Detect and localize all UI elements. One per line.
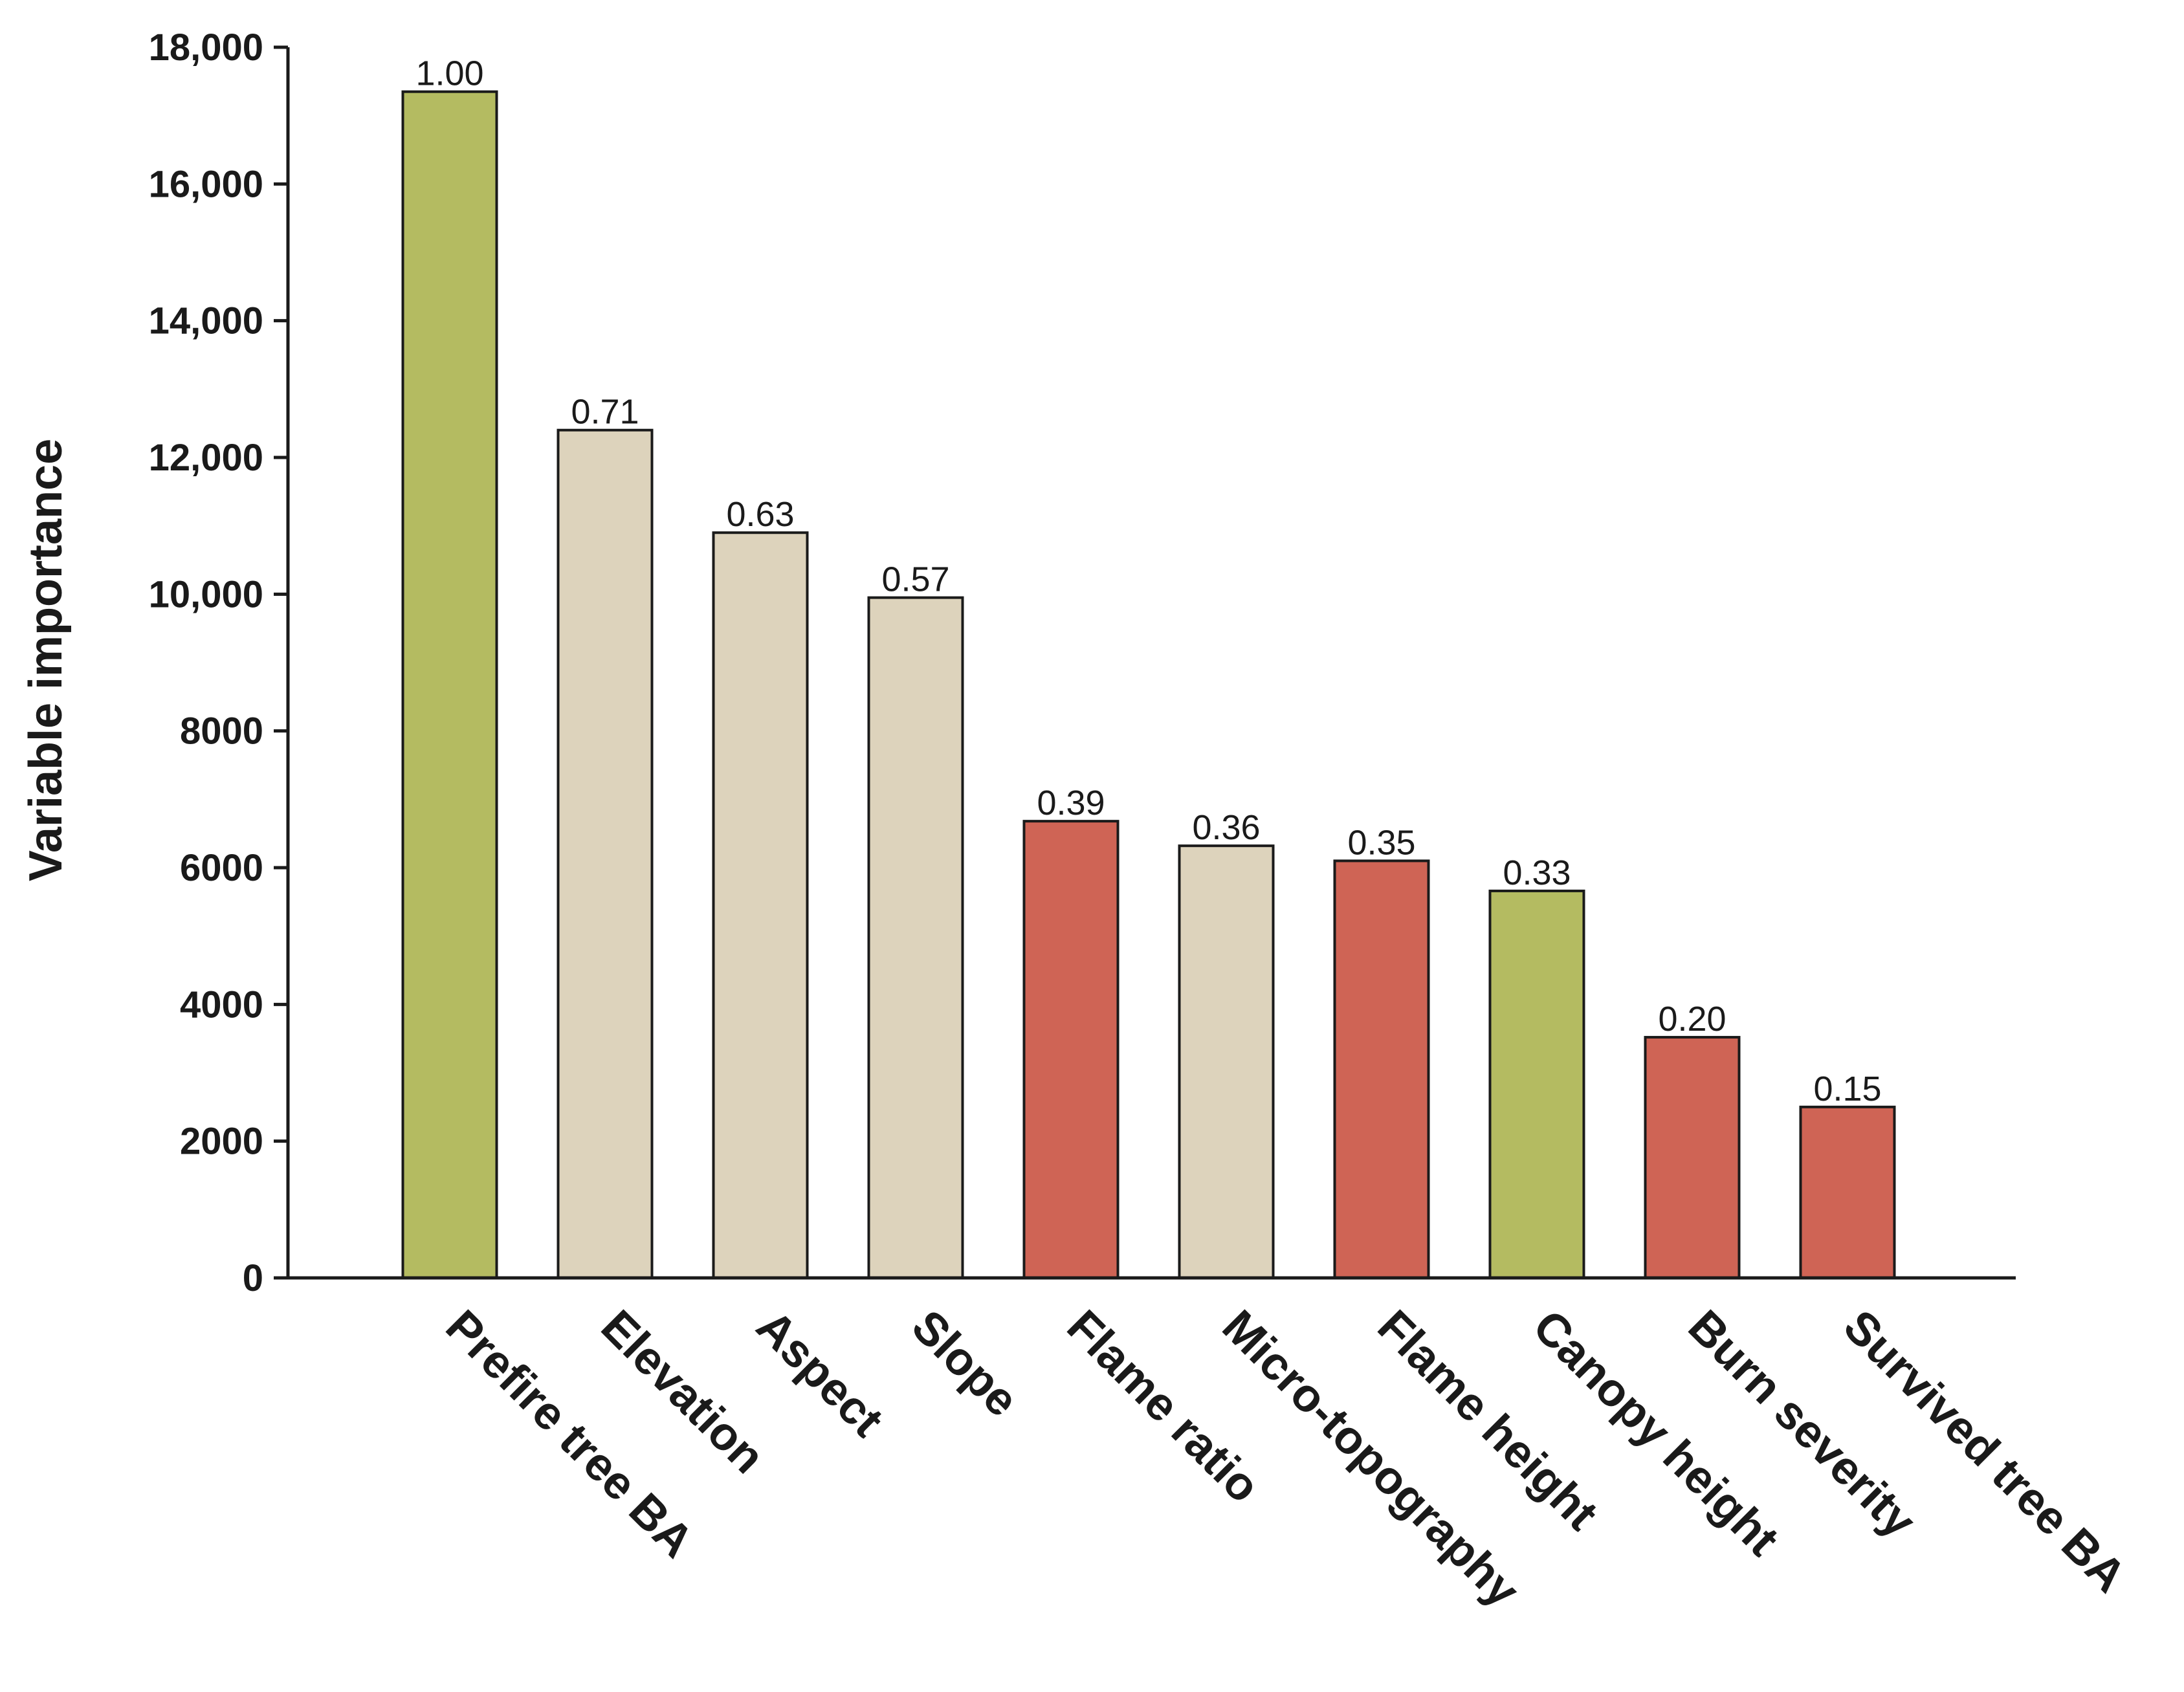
bar-value-label: 0.36 — [1192, 808, 1260, 847]
bar-2 — [557, 428, 654, 1280]
bar-value-label: 0.39 — [1037, 784, 1105, 822]
x-tick-label: Slope — [902, 1301, 1028, 1427]
y-tick-label: 8000 — [180, 710, 263, 753]
y-tick-label: 4000 — [180, 983, 263, 1026]
bar-3 — [712, 531, 809, 1280]
bar-6 — [1178, 844, 1275, 1279]
bar-10 — [1799, 1105, 1896, 1280]
y-axis-title: Variable importance — [20, 439, 72, 881]
bar-value-label: 0.63 — [726, 495, 794, 534]
bar-value-label: 0.71 — [571, 393, 639, 432]
y-tick-label: 6000 — [180, 847, 263, 889]
bar-value-label: 0.20 — [1658, 1000, 1726, 1038]
y-tick-label: 10,000 — [149, 573, 263, 615]
y-tick-label: 2000 — [180, 1121, 263, 1163]
bar-7 — [1333, 859, 1430, 1279]
bars-group — [401, 90, 1896, 1280]
bar-value-label: 0.33 — [1503, 853, 1571, 892]
x-tick-label: Survived tree BA — [1834, 1301, 2136, 1603]
y-tick-label: 16,000 — [149, 163, 263, 205]
bar-1 — [401, 90, 498, 1279]
bar-4 — [867, 596, 964, 1279]
data-labels-group: 1.00 0.71 0.63 0.57 0.39 0.36 0.35 0.33 0.20 0.15 — [415, 54, 1881, 1108]
y-tick-label: 18,000 — [149, 27, 263, 69]
x-tick-label: Aspect — [747, 1301, 893, 1447]
y-axis-ticks: 0 2000 4000 6000 8000 10,000 12,000 14,000 16,00… — [149, 27, 288, 1299]
bar-value-label: 0.35 — [1347, 823, 1415, 862]
bar-5 — [1022, 820, 1120, 1279]
x-tick-label: Micro-topography — [1213, 1301, 1529, 1617]
y-tick-label: 0 — [243, 1257, 263, 1299]
y-tick-label: 12,000 — [149, 437, 263, 479]
bar-value-label: 1.00 — [415, 54, 483, 93]
bar-9 — [1644, 1036, 1741, 1279]
bar-value-label: 0.15 — [1813, 1070, 1881, 1108]
bar-value-label: 0.57 — [881, 560, 949, 599]
bar-8 — [1488, 889, 1585, 1279]
y-tick-label: 14,000 — [149, 300, 263, 342]
y-axis-title-group: Variable importance — [20, 439, 72, 881]
